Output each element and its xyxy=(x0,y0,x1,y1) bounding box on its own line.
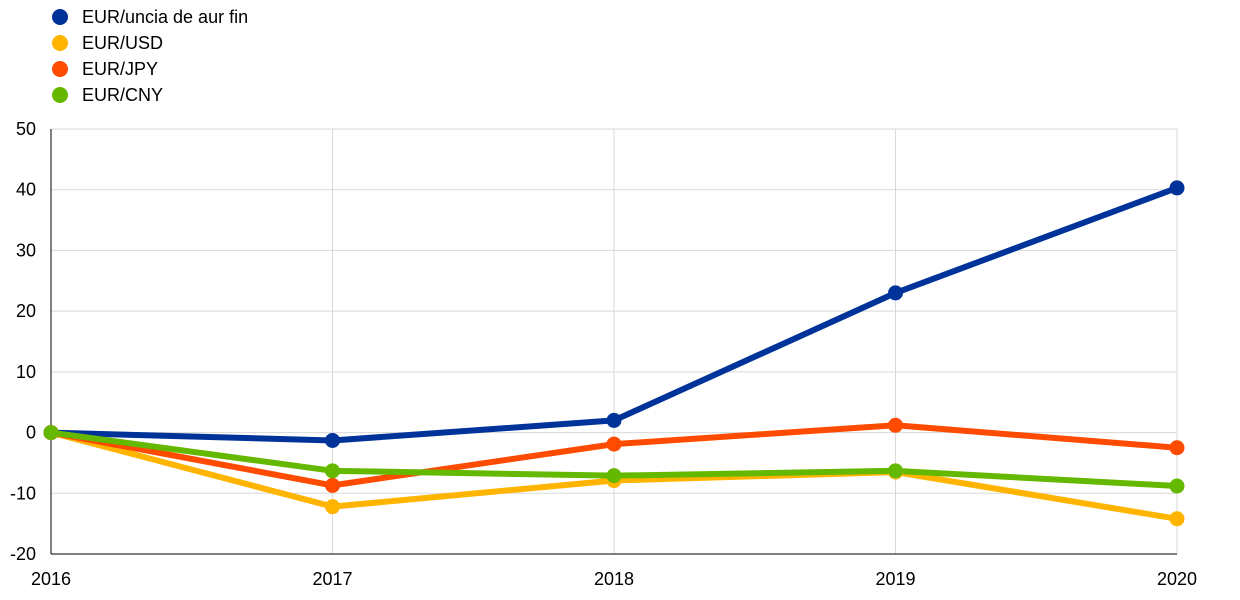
x-tick-label: 2016 xyxy=(31,569,71,589)
data-point-series-3 xyxy=(606,468,622,484)
x-tick-label: 2018 xyxy=(594,569,634,589)
data-point-series-0 xyxy=(1169,180,1185,196)
data-point-series-1 xyxy=(325,499,340,515)
data-point-series-3 xyxy=(325,463,340,479)
legend-marker-gold xyxy=(52,9,68,25)
data-point-series-3 xyxy=(43,425,59,441)
legend-label-usd: EUR/USD xyxy=(82,32,164,53)
y-tick-label: 40 xyxy=(16,180,36,200)
y-tick-label: 0 xyxy=(26,423,36,443)
data-point-series-1 xyxy=(1169,511,1185,527)
data-point-series-2 xyxy=(888,417,903,433)
legend-label-jpy: EUR/JPY xyxy=(82,58,159,79)
legend-item-gold: EUR/uncia de aur fin xyxy=(52,4,248,30)
data-point-series-0 xyxy=(325,432,340,448)
legend-marker-jpy xyxy=(52,61,68,77)
legend-label-gold: EUR/uncia de aur fin xyxy=(82,6,249,27)
y-tick-label: 50 xyxy=(16,119,36,139)
chart-legend: EUR/uncia de aur fin EUR/USD EUR/JPY EUR… xyxy=(52,4,248,108)
x-tick-label: 2017 xyxy=(312,569,352,589)
legend-label-cny: EUR/CNY xyxy=(82,84,164,105)
legend-item-usd: EUR/USD xyxy=(52,30,248,56)
y-tick-label: -10 xyxy=(10,483,36,503)
legend-marker-cny xyxy=(52,87,68,103)
x-tick-label: 2019 xyxy=(875,569,915,589)
y-tick-label: 20 xyxy=(16,301,36,321)
legend-marker-usd xyxy=(52,35,68,51)
legend-item-jpy: EUR/JPY xyxy=(52,56,248,82)
y-tick-label: -20 xyxy=(10,544,36,564)
data-point-series-2 xyxy=(325,477,340,493)
data-point-series-3 xyxy=(1169,478,1185,494)
y-tick-label: 30 xyxy=(16,240,36,260)
data-point-series-2 xyxy=(606,436,622,452)
data-point-series-3 xyxy=(888,463,903,479)
data-point-series-2 xyxy=(1169,440,1185,456)
data-point-series-0 xyxy=(888,285,903,301)
x-tick-label: 2020 xyxy=(1157,569,1197,589)
data-point-series-0 xyxy=(606,412,622,428)
legend-item-cny: EUR/CNY xyxy=(52,82,248,108)
y-tick-label: 10 xyxy=(16,362,36,382)
